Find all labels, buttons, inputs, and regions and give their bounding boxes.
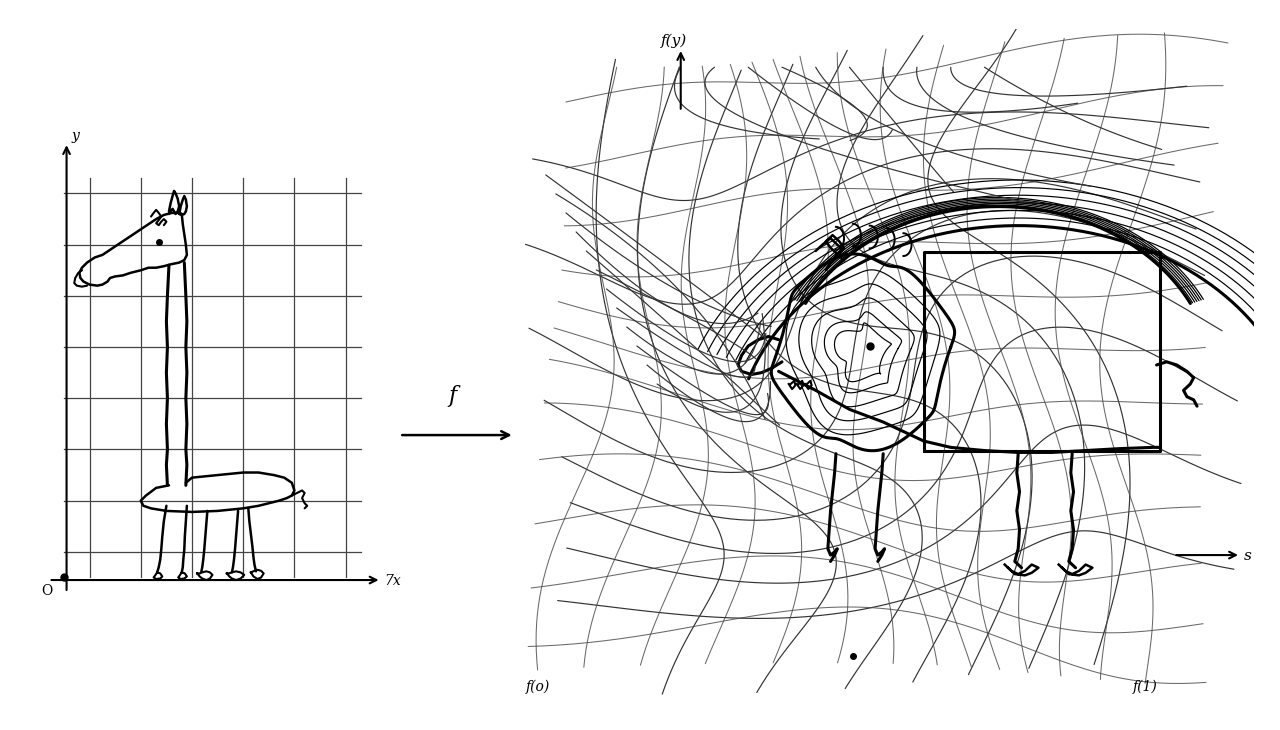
Text: f(y): f(y) [660, 34, 687, 48]
Text: f: f [448, 385, 457, 407]
Text: 7x: 7x [384, 575, 401, 588]
Text: O: O [41, 585, 52, 599]
Text: f(1): f(1) [1133, 680, 1157, 694]
Text: s: s [1244, 549, 1252, 563]
Text: y: y [72, 128, 79, 143]
Text: f(o): f(o) [526, 680, 549, 694]
